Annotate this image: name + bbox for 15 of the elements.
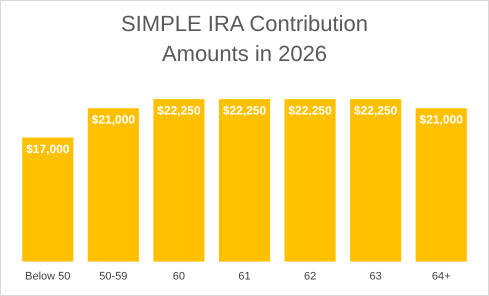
x-tick-label: 63: [370, 270, 382, 282]
x-tick-label: 60: [172, 270, 186, 282]
x-tick-label: 50-59: [99, 270, 128, 282]
chart-title: SIMPLE IRA Contribution Amounts in 2026: [120, 10, 369, 68]
x-tick-label: 64+: [432, 270, 451, 282]
data-label: $17,000: [26, 142, 70, 156]
x-tick-label: 61: [238, 270, 251, 282]
x-tick-label: 62: [304, 270, 316, 282]
data-label: $21,000: [92, 112, 136, 127]
data-label: $22,250: [288, 103, 332, 118]
data-label: $22,250: [222, 103, 267, 118]
data-label: $22,250: [157, 103, 201, 118]
data-label: $21,000: [420, 112, 464, 127]
data-label: $22,250: [354, 103, 398, 118]
x-tick-label: Below 50: [25, 270, 70, 282]
